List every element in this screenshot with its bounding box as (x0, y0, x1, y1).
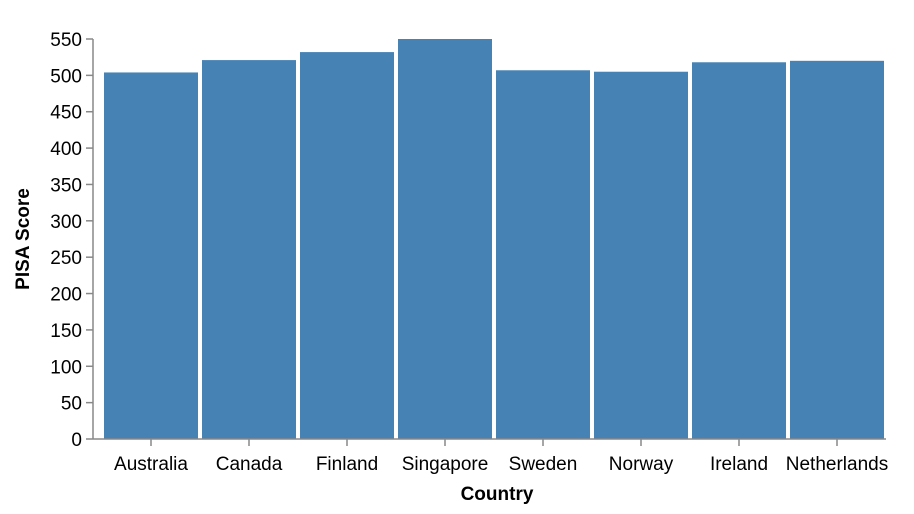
x-tick-label-netherlands: Netherlands (786, 454, 888, 475)
bars-group (104, 39, 884, 440)
y-axis: 0 50 100 150 200 250 300 350 400 450 500 550 (50, 30, 94, 451)
x-tick-label-singapore: Singapore (402, 454, 489, 475)
x-tick-label-australia: Australia (114, 454, 188, 475)
y-tick-label: 400 (50, 139, 82, 160)
bar-singapore (398, 39, 492, 439)
y-tick-label: 200 (50, 285, 82, 306)
y-tick-label: 550 (50, 30, 82, 51)
x-tick-label-norway: Norway (609, 454, 674, 475)
bar-sweden (496, 70, 590, 439)
y-tick-label: 300 (50, 212, 82, 233)
x-tick-label-sweden: Sweden (509, 454, 578, 475)
x-axis-title: Country (461, 484, 534, 505)
y-axis-title: PISA Score (13, 188, 34, 290)
x-tick-label-finland: Finland (316, 454, 378, 475)
y-tick-label: 100 (50, 357, 82, 378)
y-tick-label: 150 (50, 321, 82, 342)
y-tick-label: 0 (71, 430, 82, 451)
bar-finland (300, 52, 394, 439)
y-tick-label: 50 (61, 394, 82, 415)
bar-australia (104, 72, 198, 440)
bar-norway (594, 71, 688, 440)
x-tick-label-canada: Canada (216, 454, 283, 475)
x-tick-label-ireland: Ireland (710, 454, 768, 475)
x-axis: Australia Canada Finland Singapore Sweden Nor… (93, 438, 888, 475)
bar-ireland (692, 62, 786, 439)
bar-canada (202, 60, 296, 439)
y-tick-label: 350 (50, 175, 82, 196)
y-tick-label: 250 (50, 248, 82, 269)
bar-netherlands (790, 60, 884, 440)
y-tick-label: 450 (50, 103, 82, 124)
y-tick-label: 500 (50, 66, 82, 87)
